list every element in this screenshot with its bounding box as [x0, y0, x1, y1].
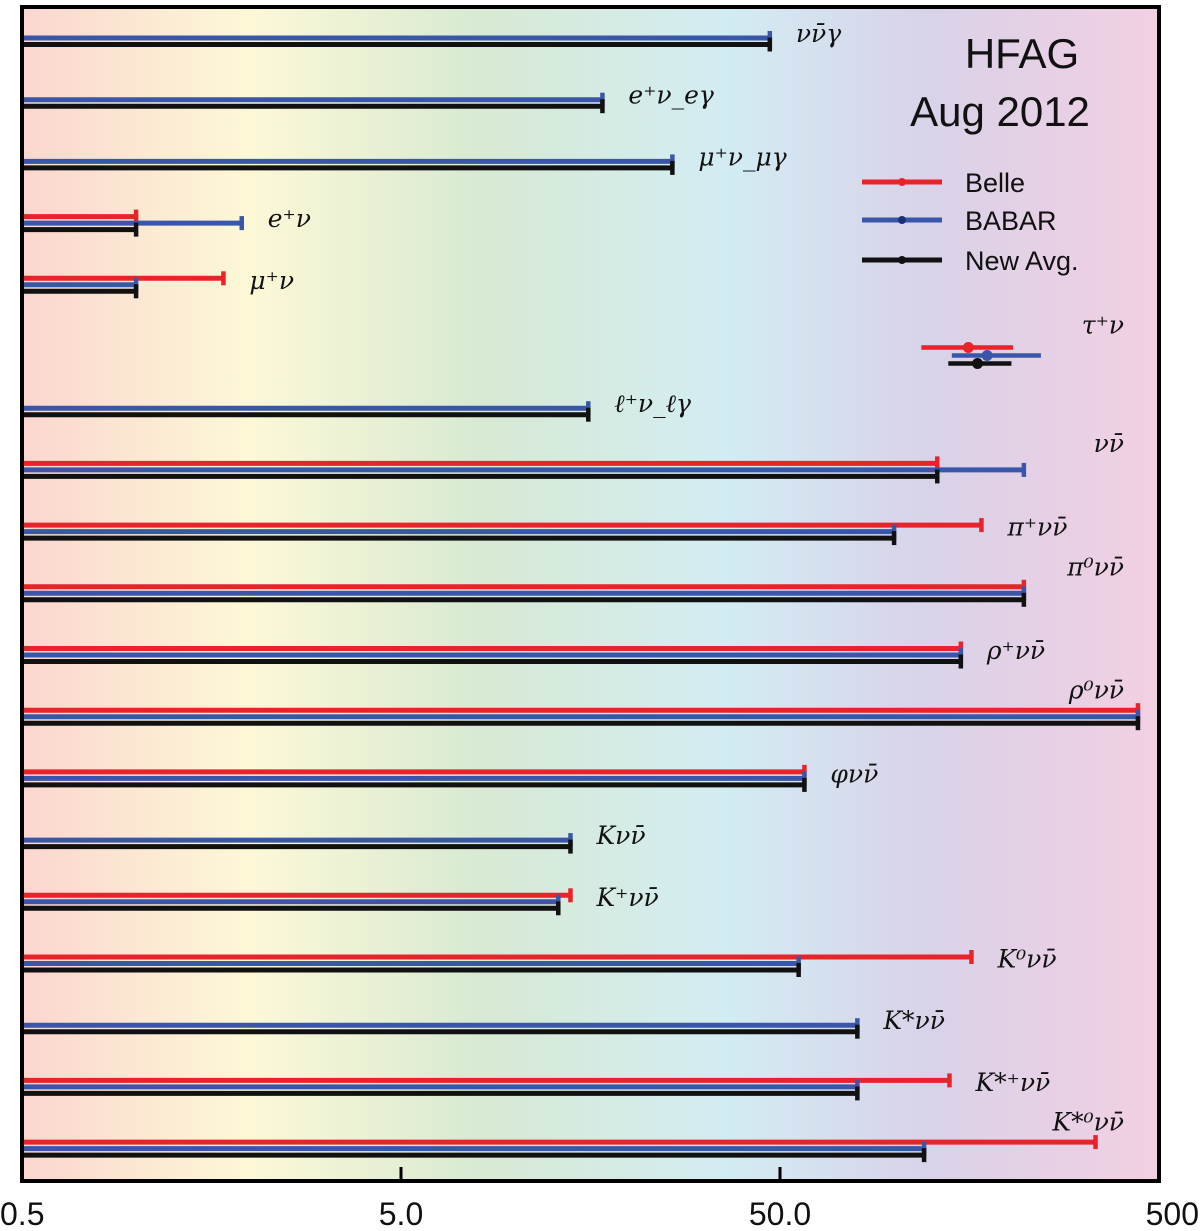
bars-layer: [22, 31, 1141, 1163]
row-7-label: νν̄: [1094, 429, 1124, 458]
legend-dot-belle: [898, 178, 906, 186]
row-9-label: π⁰νν̄: [1066, 552, 1124, 581]
legend-title-line-2: Aug 2012: [910, 88, 1090, 135]
row-6-label: ℓ⁺ν_ℓγ: [614, 389, 691, 418]
row-18-label: K*⁰νν̄: [1051, 1108, 1124, 1137]
row-5-belle-point: [962, 342, 974, 353]
x-axis: 0.5 5.0 50.0 500: [0, 1167, 1199, 1231]
row-13-label: Kνν̄: [595, 821, 645, 850]
row-14-label: K⁺νν̄: [595, 883, 658, 912]
legend-label-belle: Belle: [965, 168, 1025, 198]
row-3-label: e⁺ν: [268, 204, 311, 233]
row-2-label: μ⁺ν_μγ: [698, 142, 786, 171]
row-11-label: ρ⁰νν̄: [1068, 676, 1124, 705]
x-tick-label-0: 0.5: [0, 1196, 44, 1231]
legend-label-avg: New Avg.: [965, 246, 1079, 276]
legend-dot-babar: [898, 216, 906, 224]
row-15-label: K⁰νν̄: [996, 945, 1056, 974]
row-5-avg-point: [972, 358, 984, 369]
legend-label-babar: BABAR: [965, 206, 1057, 236]
row-1-label: e⁺ν_eγ: [628, 81, 713, 110]
legend-entry-belle: Belle: [862, 168, 1025, 198]
row-0-label: νν̄γ: [796, 19, 841, 48]
row-8-label: π⁺νν̄: [1006, 513, 1067, 542]
legend-title-line-1: HFAG: [965, 30, 1079, 77]
row-5-label: τ⁺ν: [1082, 311, 1124, 340]
legend-entry-avg: New Avg.: [862, 246, 1079, 276]
row-17-label: K*⁺νν̄: [974, 1068, 1050, 1097]
row-16-label: K*νν̄: [882, 1006, 945, 1035]
plot-frame: [20, 5, 1161, 1183]
row-12-label: φνν̄: [830, 759, 878, 788]
legend: HFAG Aug 2012 Belle BABAR New Avg.: [862, 30, 1090, 276]
row-5-babar-point: [981, 350, 993, 361]
legend-entry-babar: BABAR: [862, 206, 1057, 236]
x-tick-label-3: 500: [1146, 1196, 1199, 1231]
legend-dot-avg: [898, 256, 906, 264]
mode-labels-layer: νν̄γ e⁺ν_eγ μ⁺ν_μγ e⁺ν μ⁺ν τ⁺ν ℓ⁺ν_ℓγ νν̄ π⁺νν̄ π…: [249, 19, 1124, 1137]
x-tick-label-1: 5.0: [379, 1196, 423, 1231]
row-4-label: μ⁺ν: [249, 266, 294, 295]
x-tick-label-2: 50.0: [749, 1196, 811, 1231]
row-10-label: ρ⁺νν̄: [986, 636, 1045, 665]
